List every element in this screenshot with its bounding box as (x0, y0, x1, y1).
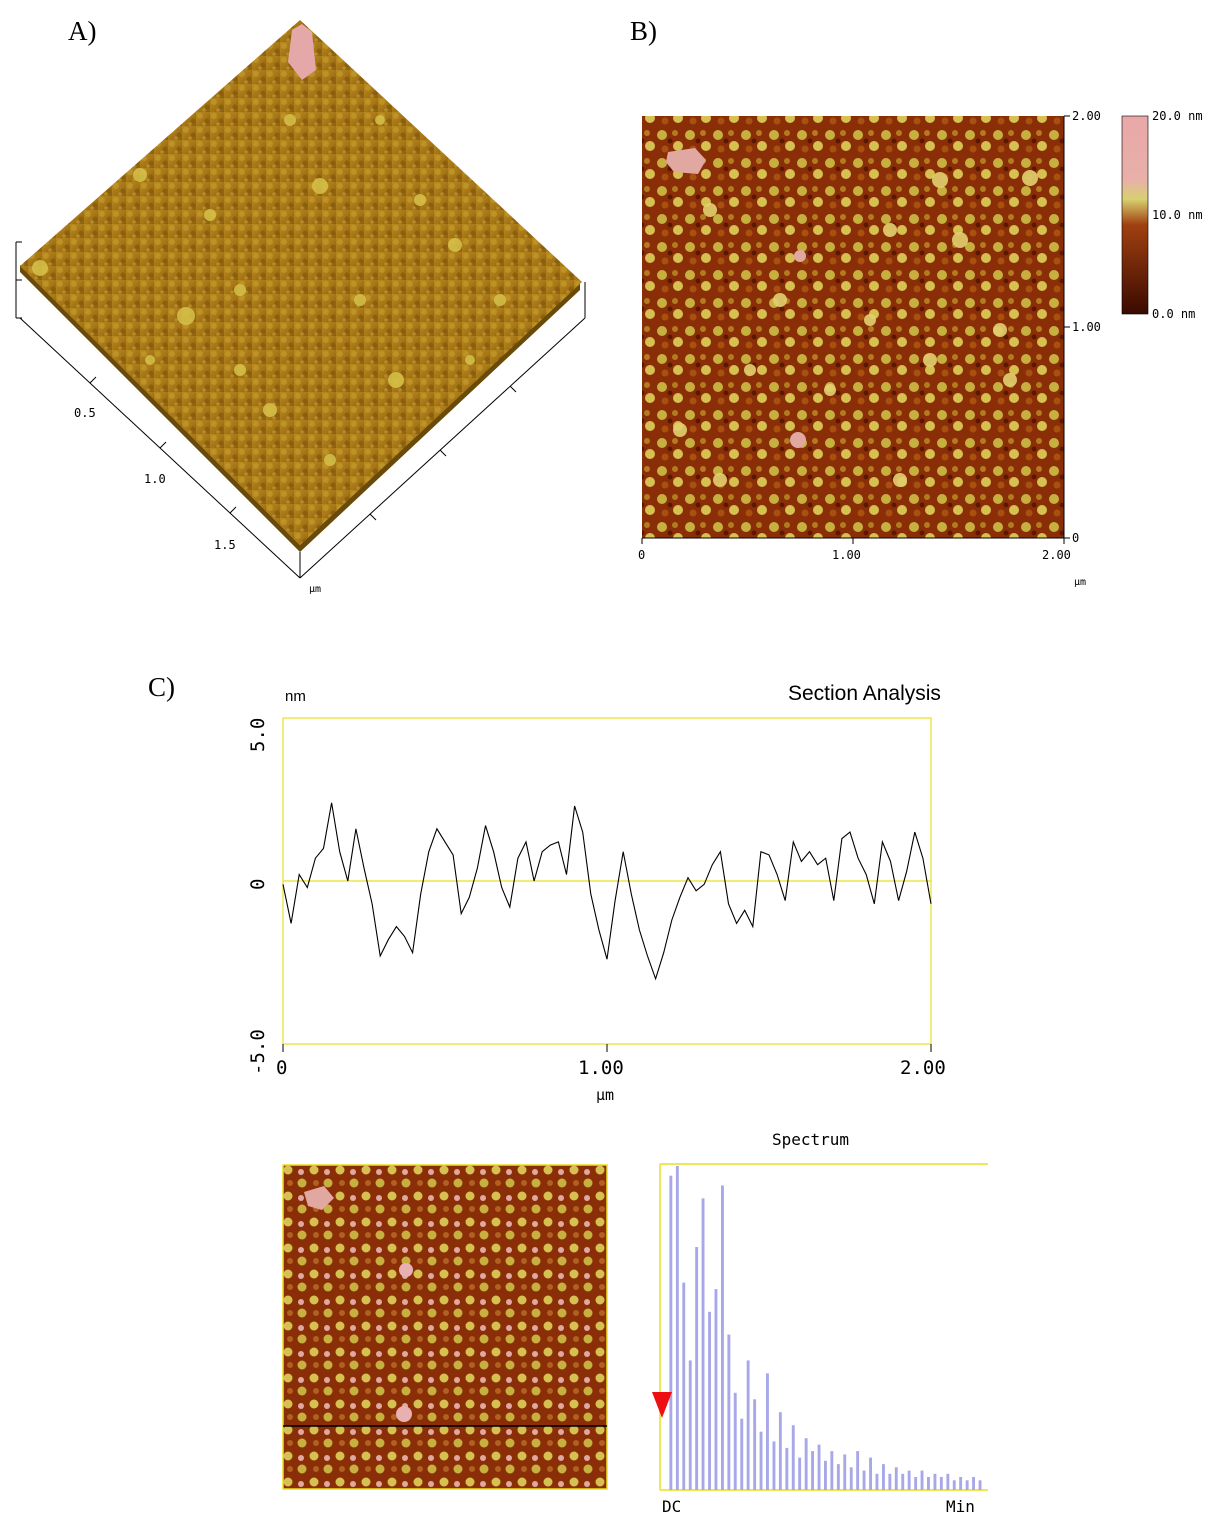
section-xtick-0: 0 (276, 1057, 287, 1079)
section-ytick-top: 5.0 (247, 718, 269, 752)
spectrum-bar (882, 1464, 885, 1490)
spectrum-bar (830, 1451, 834, 1490)
spectrum-bar (746, 1360, 750, 1490)
spectrum-bar (952, 1480, 956, 1490)
axis-a-tick-2: 1.0 (144, 472, 166, 486)
section-ytick-bottom: -5.0 (247, 1029, 269, 1075)
spectrum-bar (869, 1457, 872, 1490)
axis-a-tick-1: 0.5 (74, 406, 96, 420)
spectrum-bar (972, 1477, 975, 1490)
surface-grains (32, 114, 506, 466)
spectrum-bar (811, 1451, 814, 1490)
spectrum-bar (914, 1477, 918, 1490)
spectrum-bar (701, 1198, 705, 1490)
spectrum-bar (965, 1480, 969, 1490)
spectrum-bar (862, 1470, 866, 1490)
map-b-ytick-top: 2.00 (1072, 109, 1101, 123)
spectrum-bar (933, 1473, 937, 1490)
spectrum-bar (894, 1467, 898, 1490)
spectrum-bar (695, 1247, 699, 1490)
spectrum-bar (733, 1392, 737, 1490)
spectrum-bar (901, 1473, 905, 1490)
spectrum-bar (688, 1360, 692, 1490)
afm-height-map: 2.00 1.00 0 0 1.00 2.00 μm 20.0 nm 10.0 … (638, 109, 1203, 588)
spectrum-bar (927, 1477, 930, 1490)
spectrum-bar (978, 1480, 982, 1490)
spectrum-bar (836, 1464, 840, 1490)
axis-a-tick-3: 1.5 (214, 538, 236, 552)
section-x-unit: μm (596, 1086, 614, 1104)
spectrum-bar (727, 1334, 731, 1490)
spectrum-bar (843, 1454, 847, 1490)
spectrum-bar (759, 1431, 763, 1490)
spectrum-bar (721, 1185, 724, 1490)
colorbar (1121, 115, 1149, 315)
map-b-xtick-0: 0 (638, 548, 645, 562)
afm-3d-surface: 0.5 1.0 1.5 μm (15, 20, 586, 595)
spectrum-bar (856, 1451, 860, 1490)
spectrum-bar (824, 1460, 827, 1490)
colorbar-label-mid: 10.0 nm (1152, 208, 1203, 222)
map-b-peaks (666, 148, 806, 448)
spectrum-bar (740, 1418, 744, 1490)
spectrum-bar (920, 1470, 924, 1490)
map-b-unit: μm (1074, 577, 1086, 588)
spectrum-bar (778, 1412, 782, 1490)
surface-top (20, 20, 582, 545)
spectrum-bar (959, 1477, 963, 1490)
section-profile-line (282, 802, 932, 981)
colorbar-label-bottom: 0.0 nm (1152, 307, 1195, 321)
spectrum-bar (849, 1467, 853, 1490)
map-b-xtick-1: 1.00 (832, 548, 861, 562)
surface-peak (288, 24, 316, 80)
spectrum-bar (772, 1441, 776, 1490)
spectrum-bar (753, 1399, 757, 1490)
colorbar-label-top: 20.0 nm (1152, 109, 1203, 123)
spectrum-right-label: Min (946, 1497, 975, 1516)
panel-a-label: A) (68, 16, 97, 46)
spectrum-bar (675, 1166, 679, 1490)
spectrum-bar (817, 1444, 821, 1490)
section-ytick-mid: 0 (247, 879, 269, 890)
map-b-ytick-bottom: 0 (1072, 531, 1079, 545)
map-b-xtick-2: 2.00 (1042, 548, 1071, 562)
section-xtick-1: 1.00 (578, 1057, 624, 1079)
spectrum-bar (708, 1311, 711, 1490)
section-title: Section Analysis (788, 682, 941, 705)
section-xtick-2: 2.00 (900, 1057, 946, 1079)
spectrum-bar (766, 1373, 769, 1490)
spectrum-bar (888, 1473, 892, 1490)
section-line-chart: 5.0 0 -5.0 0 1.00 2.00 μm (247, 717, 946, 1104)
spectrum-bar (785, 1447, 789, 1490)
spectrum-bar (804, 1438, 808, 1490)
map-b-ytick-mid: 1.00 (1072, 320, 1101, 334)
spectrum-bar (875, 1473, 879, 1490)
spectrum-bar (907, 1470, 911, 1490)
spectrum-bar-chart (652, 1163, 988, 1491)
spectrum-title: Spectrum (772, 1130, 850, 1149)
spectrum-bar (939, 1477, 943, 1490)
spectrum-left-label: DC (662, 1497, 682, 1516)
panel-c-label: C) (148, 672, 175, 702)
spectrum-bar (791, 1425, 795, 1490)
spectrum-bar (669, 1175, 673, 1490)
spectrum-bar (946, 1473, 950, 1490)
section-y-unit: nm (285, 688, 306, 705)
spectrum-bar (798, 1457, 802, 1490)
panel-b-label: B) (630, 16, 657, 46)
spectrum-bar (714, 1289, 718, 1490)
spectrum-marker-icon (652, 1392, 672, 1418)
section-map (282, 1164, 608, 1490)
axis-a-unit: μm (309, 584, 321, 595)
spectrum-bar (682, 1282, 686, 1490)
